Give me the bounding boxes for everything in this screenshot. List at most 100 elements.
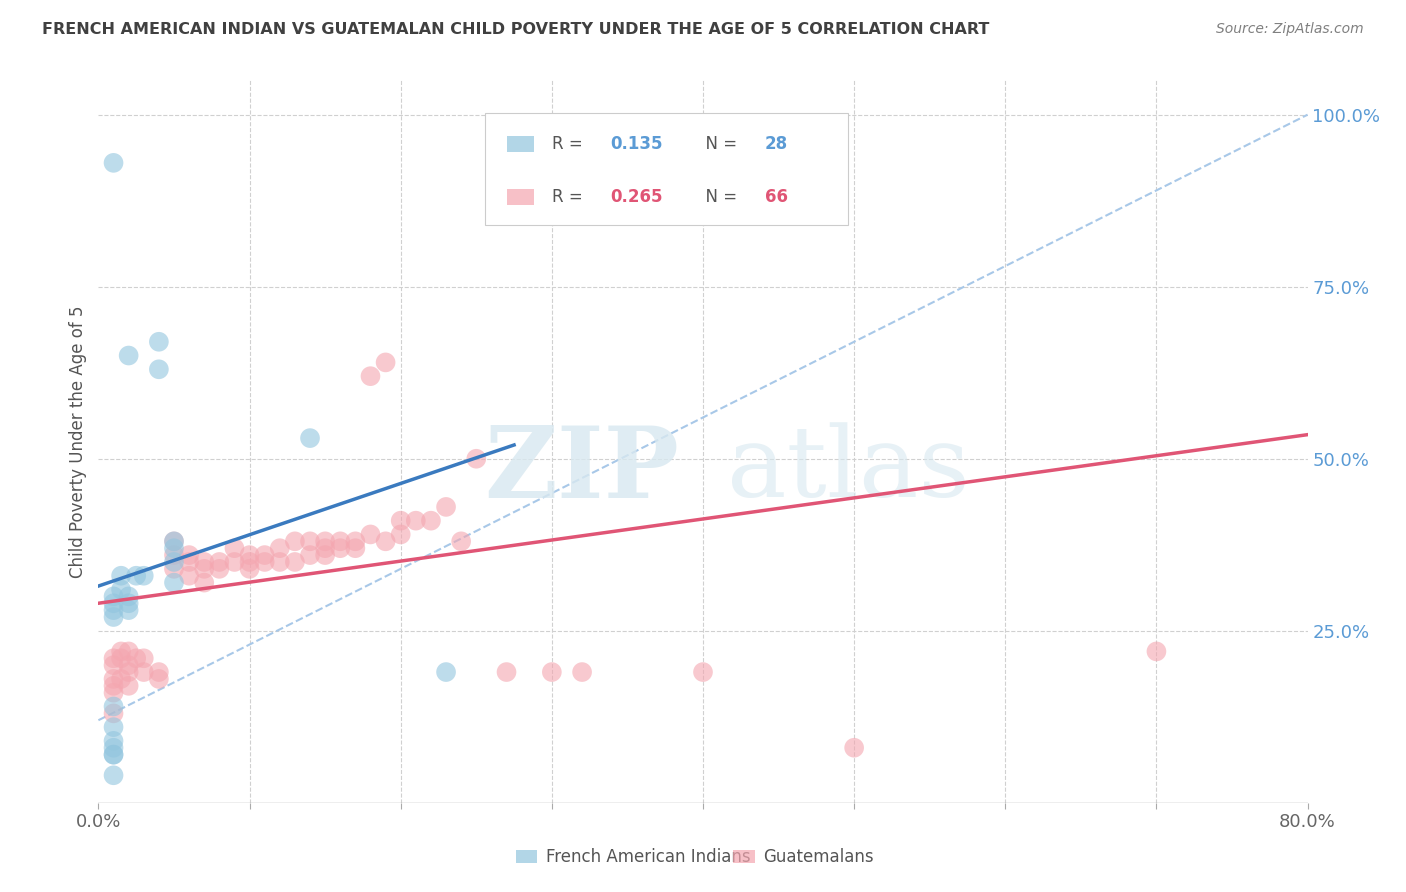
- Text: R =: R =: [553, 136, 588, 153]
- Point: [148, 334, 170, 349]
- Point: [360, 527, 382, 541]
- FancyBboxPatch shape: [485, 112, 848, 225]
- Text: ZIP: ZIP: [484, 422, 679, 519]
- Text: FRENCH AMERICAN INDIAN VS GUATEMALAN CHILD POVERTY UNDER THE AGE OF 5 CORRELATIO: FRENCH AMERICAN INDIAN VS GUATEMALAN CHI…: [42, 22, 990, 37]
- Point: [103, 651, 125, 665]
- Point: [163, 575, 186, 590]
- Point: [495, 665, 517, 679]
- Text: Source: ZipAtlas.com: Source: ZipAtlas.com: [1216, 22, 1364, 37]
- Point: [103, 720, 125, 734]
- Point: [193, 575, 215, 590]
- Point: [163, 562, 186, 576]
- Point: [405, 514, 427, 528]
- Point: [434, 500, 457, 514]
- Point: [314, 541, 336, 556]
- Point: [299, 548, 322, 562]
- Point: [103, 679, 125, 693]
- Bar: [508, 189, 534, 205]
- Point: [193, 555, 215, 569]
- Point: [118, 596, 141, 610]
- Point: [540, 665, 562, 679]
- Point: [103, 706, 125, 721]
- Point: [329, 541, 352, 556]
- Point: [118, 349, 141, 363]
- Point: [239, 555, 262, 569]
- Point: [269, 541, 291, 556]
- Point: [148, 672, 170, 686]
- Point: [224, 555, 246, 569]
- Text: 28: 28: [765, 136, 787, 153]
- Point: [118, 590, 141, 604]
- Point: [163, 555, 186, 569]
- Point: [253, 555, 276, 569]
- Point: [434, 665, 457, 679]
- Point: [103, 658, 125, 673]
- Point: [179, 555, 201, 569]
- Text: N =: N =: [695, 188, 742, 206]
- Point: [103, 672, 125, 686]
- Point: [103, 747, 125, 762]
- Point: [239, 562, 262, 576]
- Point: [314, 548, 336, 562]
- Text: French American Indians: French American Indians: [546, 848, 751, 866]
- Bar: [516, 850, 537, 863]
- Point: [132, 665, 155, 679]
- Point: [125, 568, 148, 582]
- Point: [389, 527, 412, 541]
- Point: [344, 541, 367, 556]
- Bar: [508, 136, 534, 153]
- Point: [110, 582, 132, 597]
- Point: [179, 568, 201, 582]
- Text: Guatemalans: Guatemalans: [763, 848, 875, 866]
- Point: [118, 644, 141, 658]
- Text: R =: R =: [553, 188, 588, 206]
- Point: [103, 699, 125, 714]
- Point: [224, 541, 246, 556]
- Point: [163, 541, 186, 556]
- Point: [163, 534, 186, 549]
- Bar: [734, 850, 755, 863]
- Text: 0.265: 0.265: [610, 188, 662, 206]
- Point: [360, 369, 382, 384]
- Point: [103, 603, 125, 617]
- Point: [253, 548, 276, 562]
- Point: [299, 534, 322, 549]
- Point: [450, 534, 472, 549]
- Point: [163, 534, 186, 549]
- Point: [103, 740, 125, 755]
- Point: [110, 568, 132, 582]
- Point: [420, 514, 443, 528]
- Point: [208, 555, 231, 569]
- Point: [374, 355, 396, 369]
- Point: [103, 596, 125, 610]
- Text: atlas: atlas: [727, 423, 970, 518]
- Point: [269, 555, 291, 569]
- Point: [148, 362, 170, 376]
- Point: [374, 534, 396, 549]
- Point: [1144, 644, 1167, 658]
- Point: [284, 534, 307, 549]
- Point: [193, 562, 215, 576]
- Point: [103, 686, 125, 700]
- Text: 0.135: 0.135: [610, 136, 662, 153]
- Point: [103, 610, 125, 624]
- Point: [148, 665, 170, 679]
- Point: [344, 534, 367, 549]
- Point: [103, 156, 125, 170]
- Point: [125, 651, 148, 665]
- Point: [163, 548, 186, 562]
- Point: [239, 548, 262, 562]
- Point: [103, 590, 125, 604]
- Point: [118, 679, 141, 693]
- Point: [844, 740, 866, 755]
- Point: [284, 555, 307, 569]
- Point: [118, 603, 141, 617]
- Text: N =: N =: [695, 136, 742, 153]
- Point: [103, 747, 125, 762]
- Y-axis label: Child Poverty Under the Age of 5: Child Poverty Under the Age of 5: [69, 305, 87, 578]
- Point: [132, 568, 155, 582]
- Point: [103, 768, 125, 782]
- Point: [389, 514, 412, 528]
- Point: [329, 534, 352, 549]
- Point: [118, 658, 141, 673]
